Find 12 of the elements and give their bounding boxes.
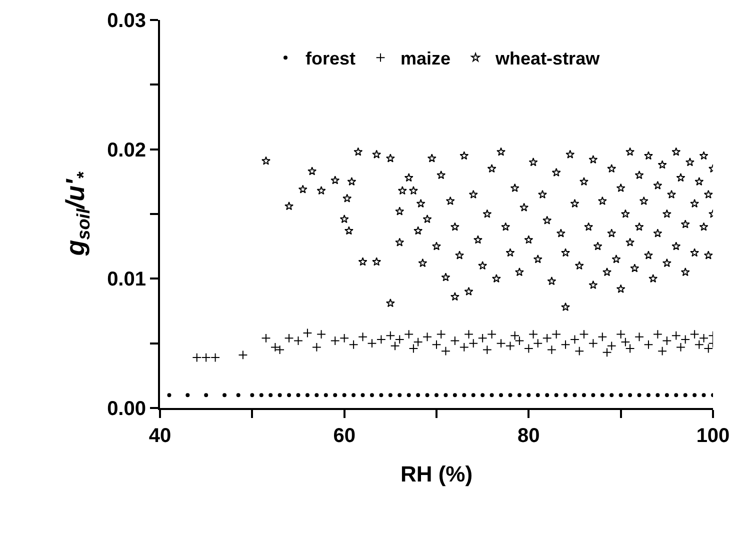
y-tick-label: 0.02 [107, 139, 146, 162]
x-tick-label: 100 [696, 425, 730, 447]
legend-label: maize [400, 48, 451, 69]
x-tick-label: 80 [518, 425, 540, 447]
x-tick-label: 40 [148, 425, 172, 447]
y-tick-label: 0.03 [107, 10, 146, 32]
x-tick-label: 60 [333, 425, 356, 447]
text: 0.00 [107, 398, 146, 420]
x-axis-title: RH (%) [400, 461, 473, 486]
y-tick-label: 0.01 [107, 268, 146, 291]
legend-label: wheat-straw [494, 48, 601, 69]
legend-label: forest [306, 48, 356, 69]
